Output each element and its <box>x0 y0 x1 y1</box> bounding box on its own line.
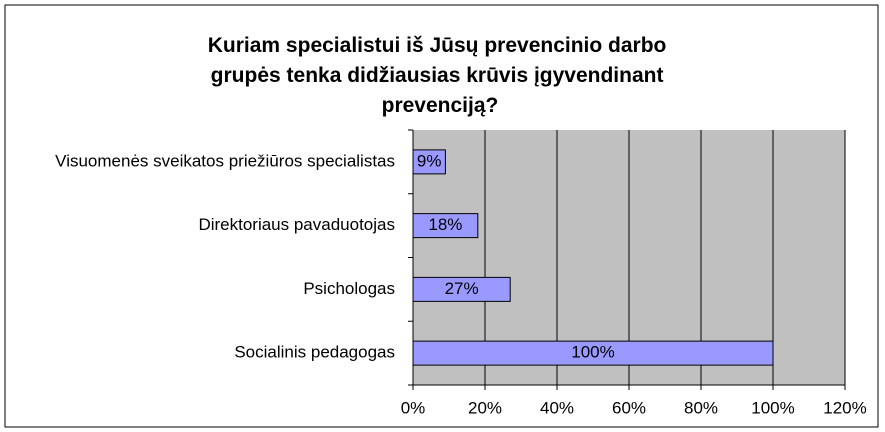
bar <box>412 276 511 302</box>
x-tick-label: 40% <box>540 398 574 417</box>
bar <box>412 213 479 239</box>
y-tick-label: Direktoriaus pavaduotojas <box>198 215 395 234</box>
data-label: 18% <box>428 215 462 234</box>
x-tick-label: 0% <box>401 398 426 417</box>
y-tick-label: Visuomenės sveikatos priežiūros speciali… <box>55 151 395 170</box>
bar <box>412 340 774 366</box>
bar <box>412 149 446 175</box>
x-tick-label: 100% <box>751 398 794 417</box>
x-tick-label: 60% <box>612 398 646 417</box>
x-tick-label: 80% <box>684 398 718 417</box>
y-tick-label: Psichologas <box>303 279 395 298</box>
x-tick-label: 20% <box>468 398 502 417</box>
data-label: 27% <box>445 279 479 298</box>
chart-title: Kuriam specialistui iš Jūsų prevencinio … <box>208 34 672 117</box>
x-tick-label: 120% <box>823 398 866 417</box>
y-tick-label: Socialinis pedagogas <box>234 343 395 362</box>
data-label: 100% <box>571 343 614 362</box>
data-label: 9% <box>417 151 442 170</box>
